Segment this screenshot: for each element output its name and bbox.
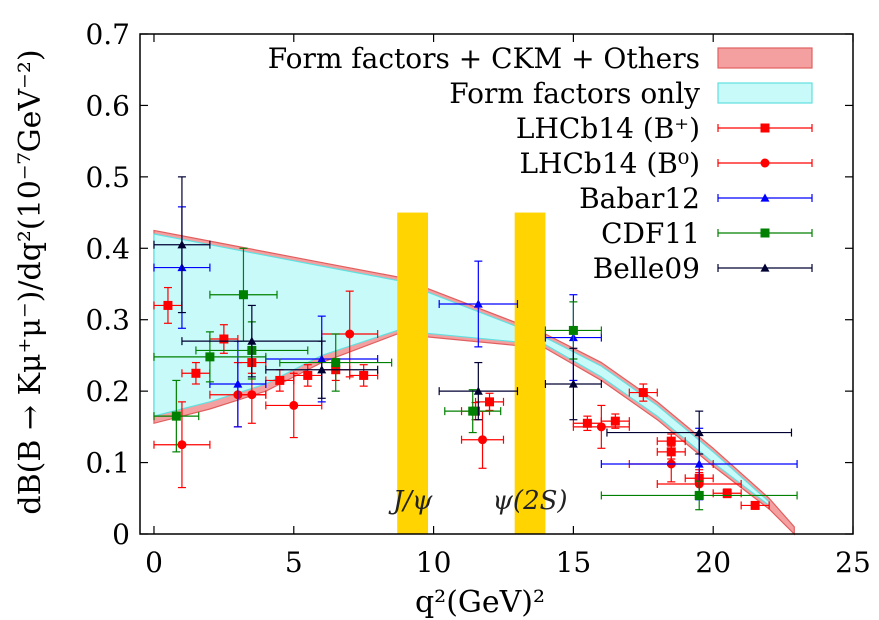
data-point [205,352,215,362]
data-point [610,416,620,426]
data-point [596,422,606,432]
data-points [153,176,798,511]
data-point [468,406,478,416]
legend-entry: Form factors only [449,77,813,110]
axis-ticks: 0 5 10 15 20 25 0 0.1 0.2 0.3 0.4 0.5 0.6 0.7 [85,18,870,579]
data-point [177,240,187,249]
y-tick-label: 0.6 [85,89,130,122]
x-tick-label: 20 [695,546,731,579]
legend-label: LHCb14 (B⁰) [519,147,700,180]
y-axis-title: dB(B → Kμ⁺μ⁻)/dq²(10⁻⁷GeV⁻²) [13,49,48,514]
legend-marker [760,158,770,168]
y-tick-label: 0.1 [85,447,130,480]
plot-frame [139,33,854,535]
data-point [331,358,341,368]
data-point [163,300,173,310]
data-point [694,490,704,500]
y-tick-label: 0.7 [85,18,130,51]
veto-label-0: J/ψ [388,486,433,516]
data-point [303,370,313,380]
legend-label: CDF11 [601,217,700,250]
y-tick-label: 0.3 [85,304,130,337]
data-point [473,299,483,308]
legend-swatch [717,82,813,104]
data-point [478,435,488,445]
data-point [359,370,369,380]
data-point [238,290,248,300]
x-tick-label: 5 [285,546,303,579]
data-point [345,329,355,339]
x-tick-label: 25 [835,546,871,579]
data-point [485,397,495,407]
x-tick-label: 10 [416,546,452,579]
data-point [275,375,285,385]
y-tick-label: 0.2 [85,375,130,408]
legend-label: Form factors + CKM + Others [268,42,700,75]
x-axis-title: q²(GeV)² [415,585,545,620]
data-point [177,440,187,450]
legend-marker [760,263,770,272]
legend-entry: Belle09 [593,252,813,285]
series-4 [153,176,793,455]
data-point [568,325,578,335]
legend-entry: Form factors + CKM + Others [268,42,813,75]
legend-label: Form factors only [449,77,700,110]
legend-label: LHCb14 (B⁺) [516,112,700,145]
data-point [568,379,578,388]
data-point [219,334,229,344]
data-point [582,418,592,428]
x-tick-label: 0 [145,546,163,579]
y-tick-label: 0.5 [85,161,130,194]
legend-label: Belle09 [593,252,700,285]
data-point [694,459,704,468]
data-point [233,379,243,388]
legend-entry: LHCb14 (B⁰) [519,147,813,180]
legend-swatch [717,47,813,69]
legend-label: Babar12 [579,182,700,215]
legend-entry: Babar12 [579,182,813,215]
data-point [473,386,483,395]
veto-label-1: ψ(2S) [493,486,568,516]
data-point [171,411,181,421]
y-tick-label: 0.4 [85,232,130,265]
data-point [247,336,257,345]
legend-marker [760,193,770,202]
resonance-veto-regions: J/ψ ψ(2S) [388,212,568,535]
y-tick-label: 0 [112,518,130,551]
data-point [750,500,760,510]
data-point [191,368,201,378]
legend-marker [760,123,770,133]
veto-band-1 [514,212,546,535]
data-point [247,390,257,400]
veto-band-0 [397,212,428,535]
data-point [289,400,299,410]
legend-marker [760,228,770,238]
data-point [638,388,648,398]
data-point [694,428,704,437]
data-point [317,365,327,374]
x-tick-label: 15 [556,546,592,579]
data-point [722,488,732,498]
data-point [666,436,676,446]
legend-entry: CDF11 [601,217,813,250]
legend-entry: LHCb14 (B⁺) [516,112,813,145]
